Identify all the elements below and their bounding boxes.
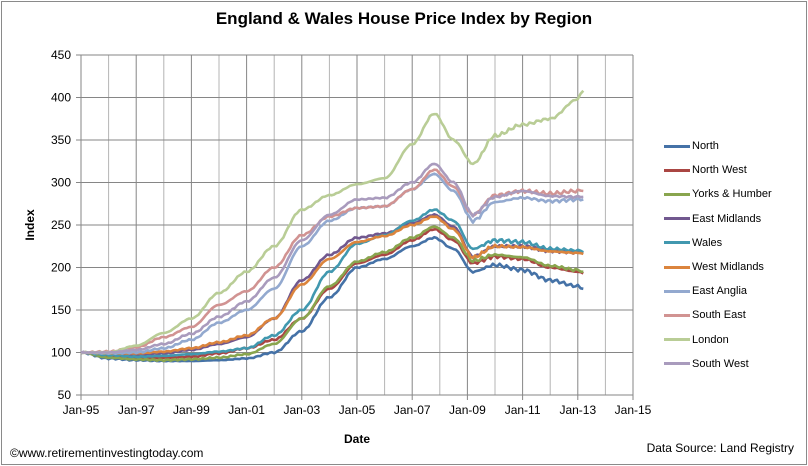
legend-label: Wales bbox=[692, 236, 723, 249]
series-line-east-anglia bbox=[80, 172, 584, 356]
copyright-text: ©www.retirementinvestingtoday.com bbox=[10, 446, 204, 460]
legend-item: South West bbox=[664, 352, 804, 376]
series-line-south-west bbox=[80, 162, 584, 354]
x-tick-label: Jan-13 bbox=[559, 403, 596, 417]
y-axis-label: Index bbox=[23, 209, 37, 241]
x-tick-label: Jan-05 bbox=[339, 403, 376, 417]
x-tick-label: Jan-99 bbox=[173, 403, 210, 417]
legend-label: East Midlands bbox=[692, 212, 762, 225]
series-line-west-midlands bbox=[80, 215, 584, 355]
legend-swatch bbox=[664, 313, 690, 317]
legend-swatch bbox=[664, 168, 690, 172]
x-tick-label: Jan-15 bbox=[615, 403, 652, 417]
legend-swatch bbox=[664, 192, 690, 196]
legend-label: Yorks & Humber bbox=[692, 188, 772, 201]
legend-item: East Midlands bbox=[664, 207, 804, 231]
y-tick-label: 250 bbox=[51, 218, 71, 232]
series-line-south-east bbox=[80, 168, 584, 355]
x-tick-label: Jan-95 bbox=[63, 403, 100, 417]
legend-label: East Anglia bbox=[692, 285, 748, 298]
legend-item: London bbox=[664, 328, 804, 352]
legend-swatch bbox=[664, 217, 690, 221]
x-tick-label: Jan-07 bbox=[394, 403, 431, 417]
legend-label: North West bbox=[692, 164, 747, 177]
series-lines bbox=[80, 89, 585, 363]
legend-item: Yorks & Humber bbox=[664, 182, 804, 206]
legend-item: North bbox=[664, 134, 804, 158]
axes: 50 100 150 200 250 300 350 400 450 Jan-95 Jan-97 Ja… bbox=[51, 48, 652, 417]
legend-swatch bbox=[664, 241, 690, 245]
grid bbox=[81, 54, 634, 395]
legend-swatch bbox=[664, 144, 690, 148]
x-tick-label: Jan-09 bbox=[449, 403, 486, 417]
legend-item: South East bbox=[664, 303, 804, 327]
y-tick-label: 50 bbox=[58, 388, 72, 402]
y-tick-label: 350 bbox=[51, 133, 71, 147]
y-tick-label: 200 bbox=[51, 261, 71, 275]
legend-label: West Midlands bbox=[692, 261, 764, 274]
legend-swatch bbox=[664, 265, 690, 269]
y-tick-label: 450 bbox=[51, 48, 71, 62]
x-axis-label: Date bbox=[344, 432, 370, 446]
legend-item: North West bbox=[664, 158, 804, 182]
y-tick-label: 150 bbox=[51, 303, 71, 317]
x-tick-label: Jan-03 bbox=[283, 403, 320, 417]
legend: North North West Yorks & Humber East Midlan… bbox=[664, 134, 804, 376]
legend-item: West Midlands bbox=[664, 255, 804, 279]
legend-swatch bbox=[664, 338, 690, 342]
data-source-text: Data Source: Land Registry bbox=[646, 441, 794, 455]
series-line-london bbox=[80, 89, 585, 355]
series-line-wales bbox=[80, 208, 584, 359]
legend-label: North bbox=[692, 140, 719, 153]
x-tick-label: Jan-01 bbox=[228, 403, 265, 417]
legend-swatch bbox=[664, 362, 690, 366]
series-line-north-west bbox=[80, 227, 584, 360]
y-tick-label: 100 bbox=[51, 346, 71, 360]
legend-swatch bbox=[664, 289, 690, 293]
y-tick-label: 300 bbox=[51, 176, 71, 190]
legend-item: East Anglia bbox=[664, 279, 804, 303]
series-line-yorks-humber bbox=[80, 225, 584, 363]
legend-label: South East bbox=[692, 309, 746, 322]
chart-title: England & Wales House Price Index by Reg… bbox=[215, 9, 593, 28]
legend-item: Wales bbox=[664, 231, 804, 255]
x-tick-label: Jan-11 bbox=[505, 403, 541, 417]
y-tick-label: 400 bbox=[51, 91, 71, 105]
x-tick-label: Jan-97 bbox=[118, 403, 155, 417]
legend-label: London bbox=[692, 333, 729, 346]
legend-label: South West bbox=[692, 357, 749, 370]
